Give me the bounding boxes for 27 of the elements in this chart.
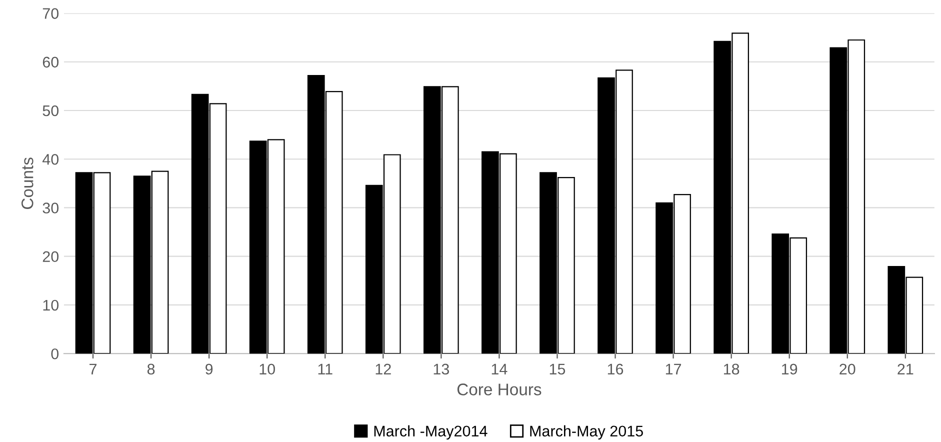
- x-tick-label: 16: [608, 364, 624, 375]
- x-tick-label: 11: [318, 364, 332, 374]
- legend-label: March-May 2015: [530, 425, 643, 440]
- x-tick-label: 9: [206, 364, 213, 375]
- x-tick-label: 15: [550, 364, 566, 375]
- x-tick-label: 7: [90, 364, 96, 374]
- y-tick-label: 0: [51, 348, 59, 360]
- x-tick-label: 20: [840, 364, 856, 375]
- y-tick-label: 10: [43, 300, 59, 311]
- y-tick-label: 20: [42, 251, 59, 262]
- y-tick-label: 70: [42, 8, 59, 19]
- legend-label: March -May2014: [374, 425, 488, 440]
- x-tick-label: 14: [492, 364, 508, 374]
- x-tick-label: 17: [666, 364, 682, 374]
- y-tick-label: 60: [42, 56, 59, 68]
- x-tick-label: 18: [724, 364, 740, 375]
- y-tick-label: 50: [42, 105, 59, 116]
- x-tick-label: 12: [376, 364, 391, 374]
- y-axis-title: Counts: [21, 158, 34, 209]
- y-tick-label: 40: [42, 154, 59, 165]
- x-tick-label: 13: [434, 364, 449, 375]
- x-axis-title: Core Hours: [457, 384, 542, 396]
- x-tick-label: 19: [782, 364, 798, 375]
- x-tick-label: 8: [147, 364, 155, 375]
- x-tick-label: 21: [898, 364, 914, 374]
- y-tick-label: 30: [42, 202, 59, 214]
- x-tick-label: 10: [260, 364, 275, 375]
